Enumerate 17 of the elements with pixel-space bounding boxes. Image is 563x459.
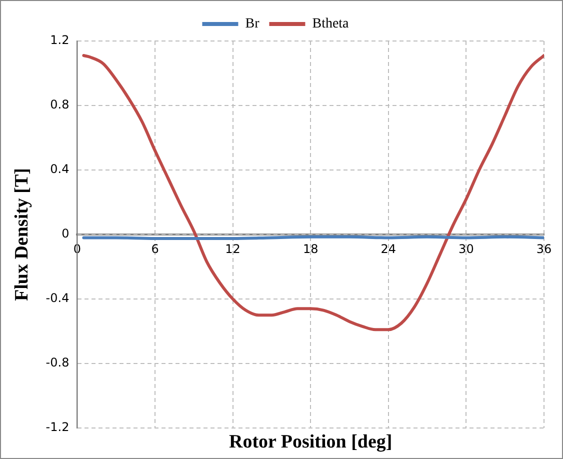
y-tick-label: 1.2	[50, 33, 70, 48]
x-tick-label: 6	[151, 242, 159, 256]
x-tick-label: 12	[225, 242, 240, 256]
y-tick-label: 0.4	[50, 162, 70, 176]
y-tick-label: -0.4	[46, 291, 70, 306]
x-tick-label: 18	[302, 242, 318, 256]
y-tick-label: -0.8	[46, 356, 70, 370]
x-tick-label: 36	[536, 242, 552, 256]
legend-label: Btheta	[312, 16, 350, 32]
x-axis-title: Rotor Position [deg]	[228, 431, 392, 452]
legend-label: Br	[245, 16, 260, 32]
x-tick-label: 24	[380, 242, 396, 256]
y-tick-label: 0	[62, 226, 70, 241]
y-axis-title: Flux Density [T]	[11, 168, 32, 301]
x-tick-label: 30	[458, 242, 474, 256]
y-tick-label: 0.8	[50, 98, 70, 112]
y-tick-label: -1.2	[46, 420, 70, 434]
